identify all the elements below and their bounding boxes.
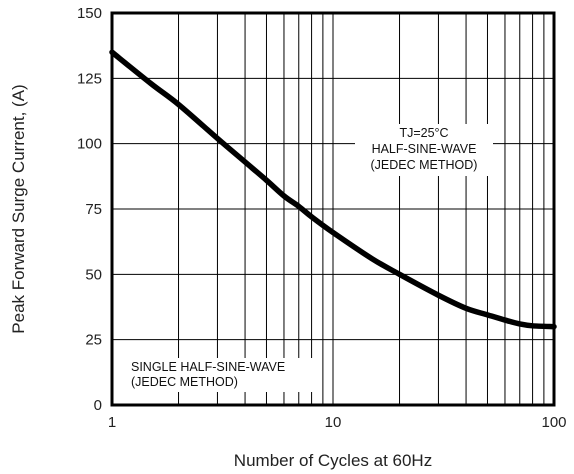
x-tick-label: 1 — [108, 414, 116, 431]
annotation-conditions: TJ=25°C HALF-SINE-WAVE (JEDEC METHOD) — [355, 124, 493, 176]
x-tick-label: 100 — [541, 414, 566, 431]
annotation-line: (JEDEC METHOD) — [131, 375, 238, 389]
annotation-line: SINGLE HALF-SINE-WAVE — [131, 360, 285, 374]
x-tick-labels: 1 10 100 — [108, 414, 567, 431]
y-tick-label: 100 — [77, 136, 102, 153]
y-tick-label: 75 — [85, 201, 102, 218]
plot-marks — [109, 49, 557, 330]
plot-frame — [110, 11, 556, 407]
annotation-line: HALF-SINE-WAVE — [372, 142, 477, 156]
grid-lines — [112, 13, 554, 405]
annotation-line: TJ=25°C — [399, 126, 448, 140]
x-axis-title: Number of Cycles at 60Hz — [234, 451, 432, 470]
annotation-background — [126, 358, 316, 392]
annotation-background — [355, 124, 493, 176]
y-tick-label: 0 — [94, 397, 102, 414]
y-tick-labels: 0 25 50 75 100 125 150 — [77, 5, 102, 414]
series-line-surge-current — [109, 49, 557, 330]
annotation-line: (JEDEC METHOD) — [371, 158, 478, 172]
y-tick-label: 150 — [77, 5, 102, 22]
y-tick-label: 50 — [85, 266, 102, 283]
annotation-waveform: SINGLE HALF-SINE-WAVE(JEDEC METHOD) — [126, 358, 316, 392]
x-tick-label: 10 — [325, 414, 342, 431]
y-tick-label: 25 — [85, 332, 102, 349]
y-axis-title: Peak Forward Surge Current, (A) — [9, 84, 28, 333]
y-tick-label: 125 — [77, 70, 102, 87]
